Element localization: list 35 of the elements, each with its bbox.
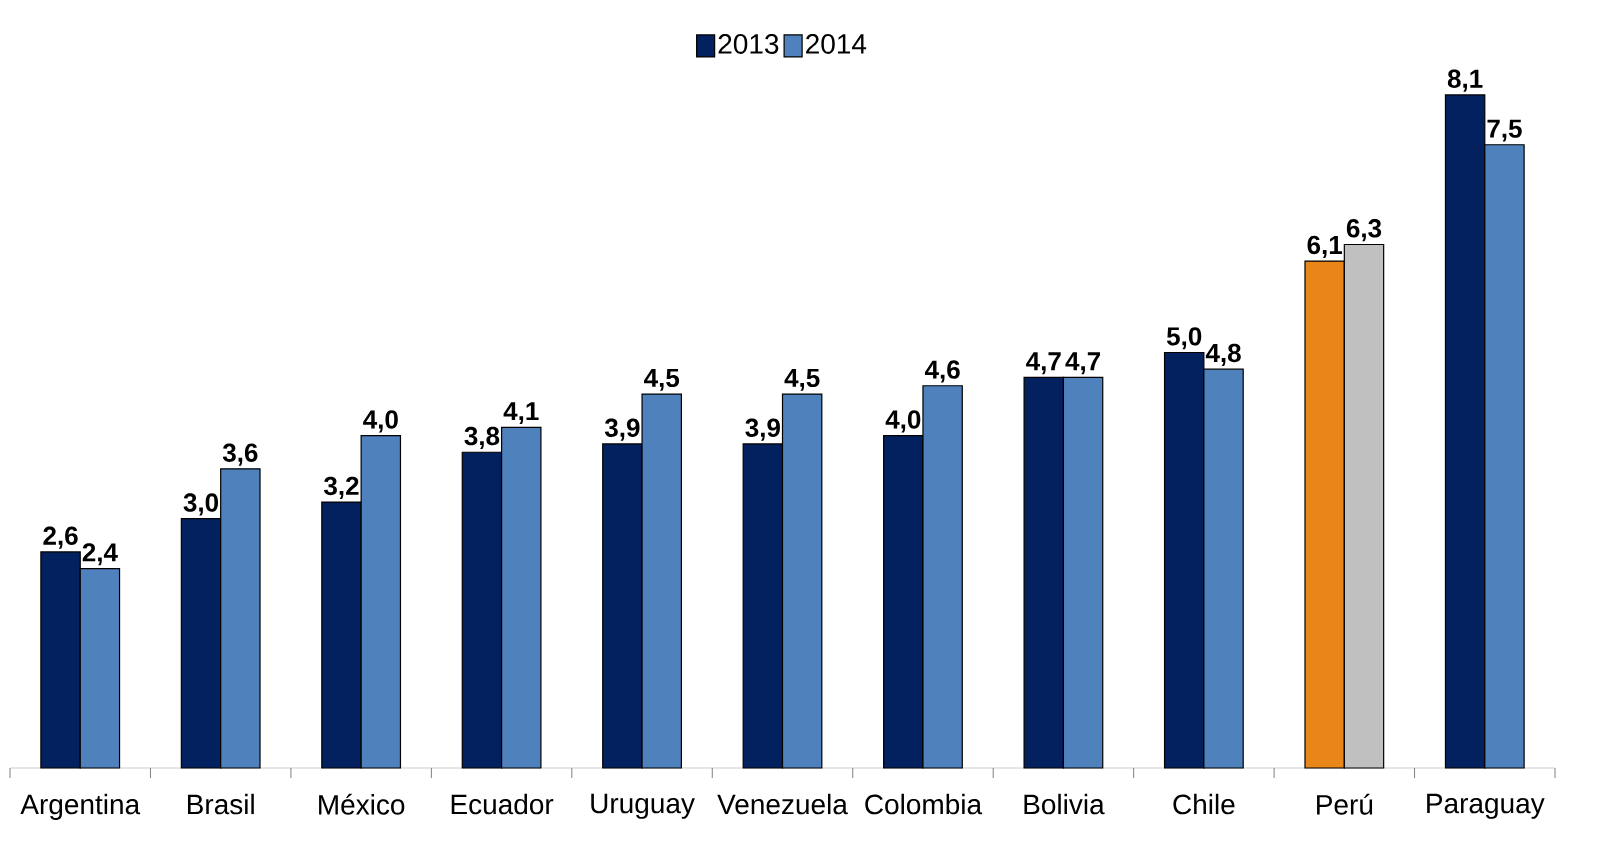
x-tick-label: México — [319, 793, 405, 815]
x-tick-label: Perú — [1317, 793, 1373, 815]
x-tick-label: Brasil — [187, 793, 254, 815]
data-label: 6,1 — [1307, 235, 1343, 258]
x-tick-label: Ecuador — [451, 793, 554, 815]
legend-label: 2013 — [718, 34, 779, 54]
x-tick-label: Uruguay — [591, 793, 695, 819]
data-label: 4,7 — [1065, 352, 1101, 375]
data-label: 4,5 — [644, 368, 680, 391]
data-label: 3,0 — [183, 493, 219, 516]
data-label: 4,0 — [885, 410, 921, 433]
data-label: 3,9 — [745, 418, 780, 441]
data-label: 2,4 — [82, 543, 118, 566]
data-label: 3,8 — [464, 426, 500, 450]
x-tick-label: Chile — [1173, 793, 1235, 815]
legend-label: 2014 — [806, 34, 867, 54]
data-label: 5,0 — [1166, 327, 1202, 350]
x-tick-label: Argentina — [20, 793, 141, 820]
data-label: 3,9 — [604, 418, 640, 441]
x-tick-label: Venezuela — [717, 793, 848, 815]
data-label: 4,5 — [784, 368, 820, 391]
data-label: 3,6 — [222, 443, 258, 466]
data-label: 7,5 — [1487, 119, 1522, 142]
data-label: 4,8 — [1205, 343, 1241, 366]
data-label: 6,3 — [1346, 219, 1382, 242]
data-label: 8,1 — [1447, 69, 1483, 92]
data-label: 4,6 — [924, 360, 960, 383]
x-tick-label: Bolivia — [1024, 793, 1105, 815]
data-label: 4,7 — [1026, 352, 1061, 375]
data-label: 4,1 — [503, 402, 539, 425]
data-label: 2,6 — [43, 526, 78, 549]
x-tick-label: Paraguay — [1427, 793, 1545, 819]
x-tick-label: Colombia — [865, 793, 983, 815]
data-label: 4,0 — [363, 410, 398, 433]
data-label: 3,2 — [324, 476, 359, 499]
